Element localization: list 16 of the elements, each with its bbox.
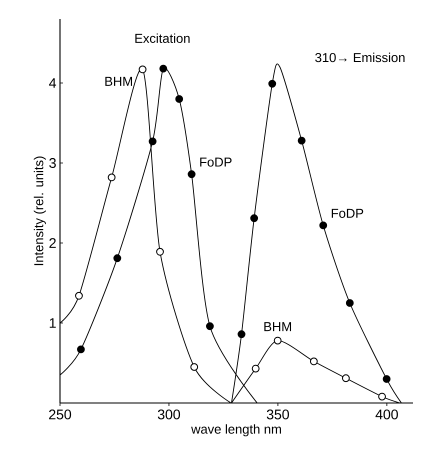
y-tick-label: 1 [50,318,56,328]
y-tick-label: 3 [49,158,56,168]
annotation: Excitation [135,33,190,43]
x-axis-title: wave length nm [191,424,281,436]
series-label: FoDP [332,208,364,218]
x-tick-label: 250 [49,410,72,420]
x-tick-label: 300 [158,410,180,420]
y-tick-label: 2 [49,238,56,248]
y-tick-label: 4 [49,78,56,88]
series-label: BHM [264,322,292,332]
annotation: 310→ Emission [315,52,405,62]
series-label: FoDP [200,158,232,167]
series-label: BHM [105,76,132,86]
y-axis-title: Intensity (rel. units) [34,156,46,266]
x-tick-label: 400 [376,410,398,420]
x-tick-label: 350 [266,410,289,420]
